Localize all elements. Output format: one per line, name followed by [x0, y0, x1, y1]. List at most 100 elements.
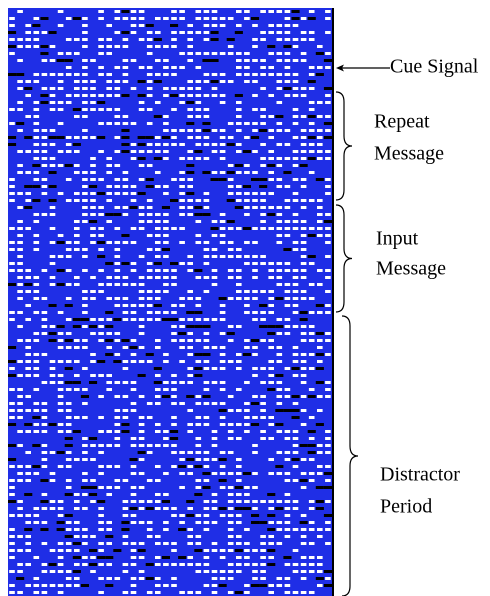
cell-white	[196, 31, 202, 34]
cell-white	[179, 87, 185, 90]
cell-white	[293, 122, 299, 125]
cell-white	[42, 318, 48, 321]
cell-white	[139, 577, 145, 580]
cell-white	[17, 500, 23, 503]
cell-white	[260, 311, 266, 314]
cell-white	[196, 437, 202, 440]
cell-white	[17, 220, 23, 223]
cell-white	[34, 514, 40, 517]
cell-white	[163, 94, 169, 97]
cell-white	[293, 220, 299, 223]
cell-white	[82, 451, 88, 454]
cell-white	[58, 402, 64, 405]
cell-white	[268, 542, 274, 545]
cell-white	[252, 199, 258, 202]
cell-white	[131, 185, 137, 188]
cell-black	[275, 465, 283, 468]
cell-white	[123, 38, 129, 41]
cell-white	[244, 59, 250, 62]
cell-white	[244, 136, 250, 139]
cell-black	[154, 262, 162, 265]
cell-white	[187, 129, 193, 132]
cell-black	[235, 507, 243, 510]
cell-white	[131, 150, 137, 153]
cell-white	[212, 255, 218, 258]
cell-white	[106, 318, 112, 321]
cell-white	[317, 227, 323, 230]
cell-white	[58, 10, 64, 13]
cell-white	[309, 38, 315, 41]
cell-white	[115, 80, 121, 83]
cell-white	[17, 108, 23, 111]
cell-white	[66, 318, 72, 321]
cell-white	[90, 157, 96, 160]
cell-white	[325, 500, 331, 503]
cell-white	[309, 521, 315, 524]
cell-white	[293, 38, 299, 41]
cell-black	[324, 472, 332, 475]
cell-white	[34, 374, 40, 377]
cell-white	[34, 556, 40, 559]
cell-white	[82, 563, 88, 566]
cell-white	[155, 220, 161, 223]
cell-black	[308, 395, 316, 398]
cell-black	[49, 31, 57, 34]
cell-white	[277, 164, 283, 167]
cell-white	[139, 416, 145, 419]
cell-black	[251, 17, 259, 20]
cell-white	[187, 339, 193, 342]
cell-white	[25, 150, 31, 153]
cell-white	[204, 332, 210, 335]
cell-white	[268, 423, 274, 426]
cell-white	[139, 283, 145, 286]
cell-white	[131, 388, 137, 391]
cell-white	[220, 94, 226, 97]
cell-white	[17, 283, 23, 286]
cell-white	[115, 248, 121, 251]
cell-white	[58, 164, 64, 167]
cell-white	[171, 563, 177, 566]
cell-white	[301, 150, 307, 153]
cell-white	[196, 451, 202, 454]
cell-white	[42, 542, 48, 545]
cell-white	[82, 199, 88, 202]
cell-white	[171, 325, 177, 328]
cell-white	[220, 234, 226, 237]
cell-black	[8, 31, 16, 34]
cell-white	[163, 542, 169, 545]
cell-white	[317, 234, 323, 237]
cell-white	[252, 171, 258, 174]
cell-white	[260, 577, 266, 580]
cell-black	[121, 136, 129, 139]
cell-white	[106, 493, 112, 496]
cell-black	[105, 584, 113, 587]
cell-white	[236, 52, 242, 55]
cell-white	[260, 556, 266, 559]
cell-white	[42, 311, 48, 314]
cell-white	[17, 507, 23, 510]
cell-white	[196, 157, 202, 160]
cell-white	[155, 59, 161, 62]
cell-white	[220, 101, 226, 104]
cell-white	[58, 388, 64, 391]
cell-black	[178, 528, 186, 531]
cell-black	[202, 486, 210, 489]
cell-white	[123, 80, 129, 83]
cell-white	[82, 129, 88, 132]
cell-white	[285, 493, 291, 496]
cell-white	[9, 318, 15, 321]
cell-white	[50, 129, 56, 132]
cell-white	[171, 143, 177, 146]
cell-black	[81, 584, 89, 587]
cell-white	[17, 192, 23, 195]
cell-white	[131, 472, 137, 475]
cell-white	[220, 227, 226, 230]
cell-white	[163, 150, 169, 153]
cell-black	[81, 395, 89, 398]
cell-white	[196, 458, 202, 461]
cell-black	[97, 500, 105, 503]
cell-white	[285, 472, 291, 475]
cell-white	[268, 192, 274, 195]
cell-white	[50, 367, 56, 370]
cell-white	[301, 143, 307, 146]
